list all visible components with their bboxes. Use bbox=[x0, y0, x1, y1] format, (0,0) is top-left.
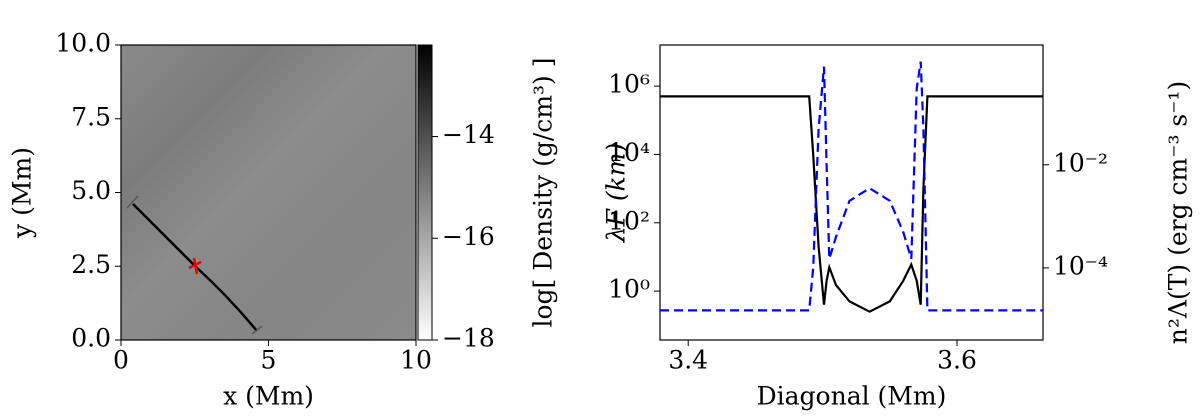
axes-frame bbox=[120, 44, 417, 341]
colorbar-tick-label: −14 bbox=[442, 120, 495, 149]
cut-end bbox=[126, 195, 263, 335]
series-line bbox=[660, 95, 1043, 313]
y2-axis-label: n²Λ(T) (erg cm⁻³ s⁻¹) bbox=[1164, 81, 1193, 344]
heatmap-panel bbox=[121, 44, 433, 341]
colorbar-label: log[ Density (g/cm³) ] bbox=[529, 58, 558, 328]
density-image bbox=[121, 45, 416, 340]
axes-frame bbox=[659, 44, 1044, 341]
y-tick-label: 10.0 bbox=[55, 29, 111, 58]
y-tick-label: 5.0 bbox=[71, 176, 111, 205]
x-axis-label: Diagonal (Mm) bbox=[757, 382, 947, 411]
x-tick-label: 0 bbox=[113, 346, 129, 375]
x-tick-label: 5 bbox=[261, 346, 277, 375]
y-tick-label: 10⁴ bbox=[608, 138, 650, 167]
y-tick-label: 2.5 bbox=[71, 250, 111, 279]
y-axis-label: λF (km) bbox=[602, 143, 631, 244]
colorbar-tick-label: −18 bbox=[442, 324, 495, 353]
colorbar bbox=[417, 44, 433, 341]
y-tick-label: 10⁶ bbox=[608, 70, 650, 99]
y-tick-label: 7.5 bbox=[71, 102, 111, 131]
x-tick-label: 3.4 bbox=[668, 346, 708, 375]
cut-marker bbox=[188, 257, 202, 275]
x-axis-label: x (Mm) bbox=[223, 382, 314, 411]
y2-tick-label: 10⁻² bbox=[1053, 148, 1108, 177]
y2-tick-label: 10⁻⁴ bbox=[1053, 251, 1108, 280]
colorbar-tick-label: −16 bbox=[442, 222, 495, 251]
y-axis-label: y (Mm) bbox=[8, 147, 37, 239]
x-tick-label: 10 bbox=[400, 346, 432, 375]
y-tick-label: 0.0 bbox=[71, 324, 111, 353]
y-tick-label: 10² bbox=[608, 206, 650, 235]
y-tick-label: 10⁰ bbox=[608, 275, 650, 304]
x-tick-label: 3.6 bbox=[937, 346, 977, 375]
series-line bbox=[660, 61, 1043, 312]
